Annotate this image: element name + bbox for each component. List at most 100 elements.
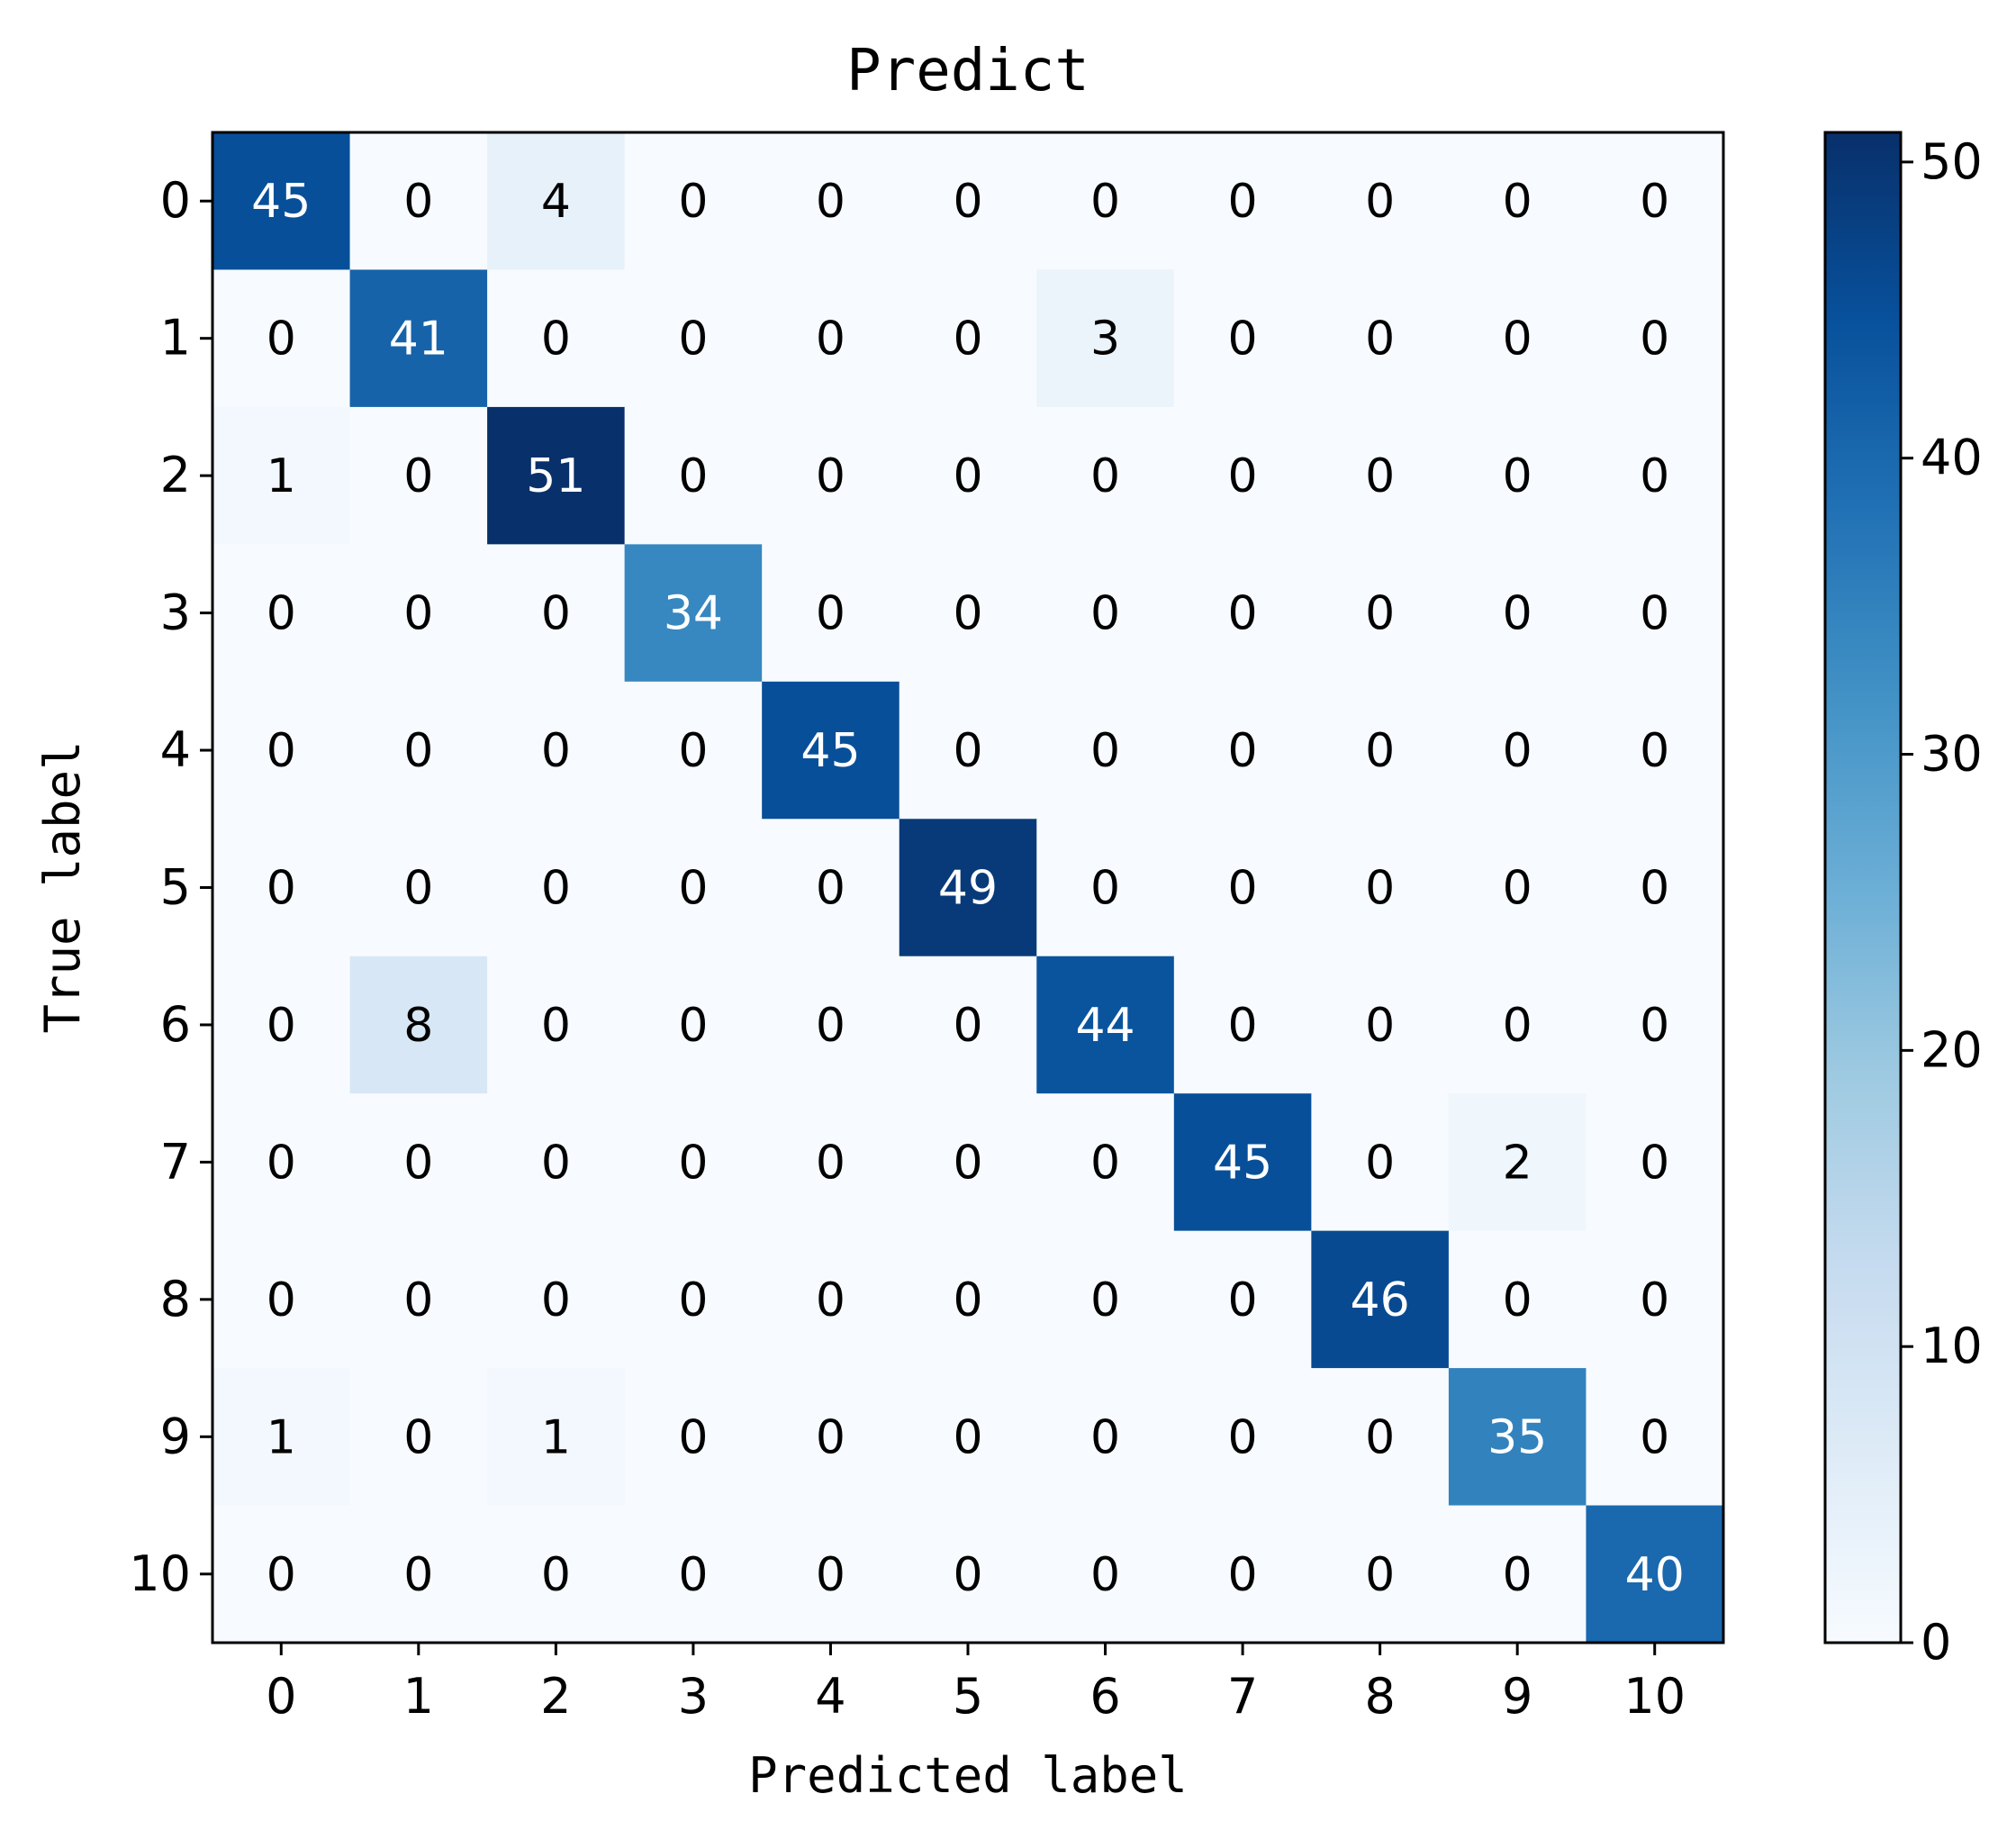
cell-value-label: 0 [1640,1273,1669,1327]
heatmap-cell [762,269,900,408]
y-tick-label: 8 [160,1271,191,1327]
heatmap-cell [349,1093,488,1232]
heatmap-cell [1448,406,1587,545]
heatmap-cell [487,956,626,1094]
heatmap-cell [349,269,488,408]
cell-value-label: 1 [541,1410,571,1464]
heatmap-cell [899,269,1037,408]
heatmap-cell [624,406,763,545]
cell-value-label: 0 [1228,1273,1258,1327]
cell-value-label: 0 [403,724,433,778]
heatmap-cell [1448,1230,1587,1369]
x-tick-label: 3 [678,1668,709,1725]
cell-value-label: 0 [1228,862,1258,916]
cell-value-label: 0 [541,862,571,916]
cell-value-label: 45 [800,724,860,778]
heatmap-cells [212,132,1724,1644]
heatmap-cell [1036,406,1175,545]
heatmap-cell [212,406,351,545]
x-tick-label: 7 [1227,1668,1258,1725]
heatmap-cell [1036,819,1175,957]
cell-value-label: 0 [1365,587,1395,641]
heatmap-cell [1036,1093,1175,1232]
heatmap-cell [624,269,763,408]
heatmap-cell [1036,269,1175,408]
heatmap-cell [1173,956,1312,1094]
heatmap-cell [1586,819,1724,957]
cell-value-label: 0 [1090,175,1120,229]
cell-value-label: 0 [1228,449,1258,503]
cell-value-label: 0 [1503,1273,1532,1327]
colorbar-tick-label: 10 [1921,1318,1983,1374]
heatmap-cell [1448,544,1587,683]
cell-value-label: 0 [816,999,845,1053]
x-axis-label: Predicted label [748,1747,1188,1804]
cell-value-label: 0 [816,862,845,916]
heatmap-cell [1311,544,1450,683]
heatmap-cell [624,132,763,271]
cell-value-label: 0 [1503,313,1532,367]
heatmap-cell [1586,1230,1724,1369]
y-tick-label: 5 [160,859,191,916]
cell-value-label: 0 [1503,587,1532,641]
heatmap-cell [762,544,900,683]
x-tick-label: 0 [266,1668,296,1725]
cell-value-label: 0 [1228,313,1258,367]
heatmap-cell [624,681,763,820]
x-tick-label: 5 [953,1668,983,1725]
cell-value-label: 0 [1365,1548,1395,1602]
heatmap-cell [899,681,1037,820]
cell-value-label: 0 [267,1273,296,1327]
cell-value-label: 0 [678,1136,708,1190]
heatmap-cell [1448,269,1587,408]
heatmap-cell [212,544,351,683]
cell-value-label: 0 [1640,175,1669,229]
cell-value-label: 0 [953,449,982,503]
heatmap-cell [212,681,351,820]
cell-value-label: 0 [678,175,708,229]
heatmap-cell [212,1093,351,1232]
cell-value-label: 0 [1365,724,1395,778]
cell-value-label: 0 [678,724,708,778]
cell-value-label: 0 [678,313,708,367]
cell-value-label: 0 [953,1273,982,1327]
heatmap-cell [762,956,900,1094]
cell-value-label: 41 [389,313,448,367]
x-tick-label: 6 [1089,1668,1120,1725]
cell-value-label: 0 [1640,862,1669,916]
heatmap-cell [212,1230,351,1369]
cell-value-label: 0 [1640,1410,1669,1464]
cell-value-label: 2 [1503,1136,1532,1190]
heatmap-cell [899,1093,1037,1232]
cell-value-label: 0 [1640,449,1669,503]
heatmap-cell [1586,269,1724,408]
x-tick-label: 8 [1364,1668,1395,1725]
heatmap-cell [1173,1505,1312,1644]
heatmap-cell [899,406,1037,545]
cell-value-label: 0 [1090,449,1120,503]
cell-value-label: 0 [1228,724,1258,778]
cell-value-label: 0 [816,313,845,367]
cell-value-label: 4 [541,175,571,229]
colorbar-tick-label: 0 [1921,1614,1951,1671]
y-tick-label: 3 [160,584,191,641]
heatmap-cell [1586,956,1724,1094]
heatmap-cell [349,544,488,683]
colorbar-tick-label: 50 [1921,133,1983,190]
heatmap-cell [1311,956,1450,1094]
heatmap-cell [1173,132,1312,271]
heatmap-cell [762,1368,900,1507]
cell-value-label: 0 [953,724,982,778]
cell-value-label: 0 [403,1136,433,1190]
cell-value-label: 49 [938,862,998,916]
cell-value-label: 0 [1640,999,1669,1053]
cell-value-label: 0 [1503,449,1532,503]
cell-value-label: 0 [541,1548,571,1602]
heatmap-cell [762,1505,900,1644]
heatmap-cell [487,544,626,683]
heatmap-cell [899,1368,1037,1507]
cell-value-label: 0 [1503,724,1532,778]
heatmap-cell [1586,1368,1724,1507]
cell-value-label: 0 [541,724,571,778]
cell-value-label: 45 [1213,1136,1272,1190]
